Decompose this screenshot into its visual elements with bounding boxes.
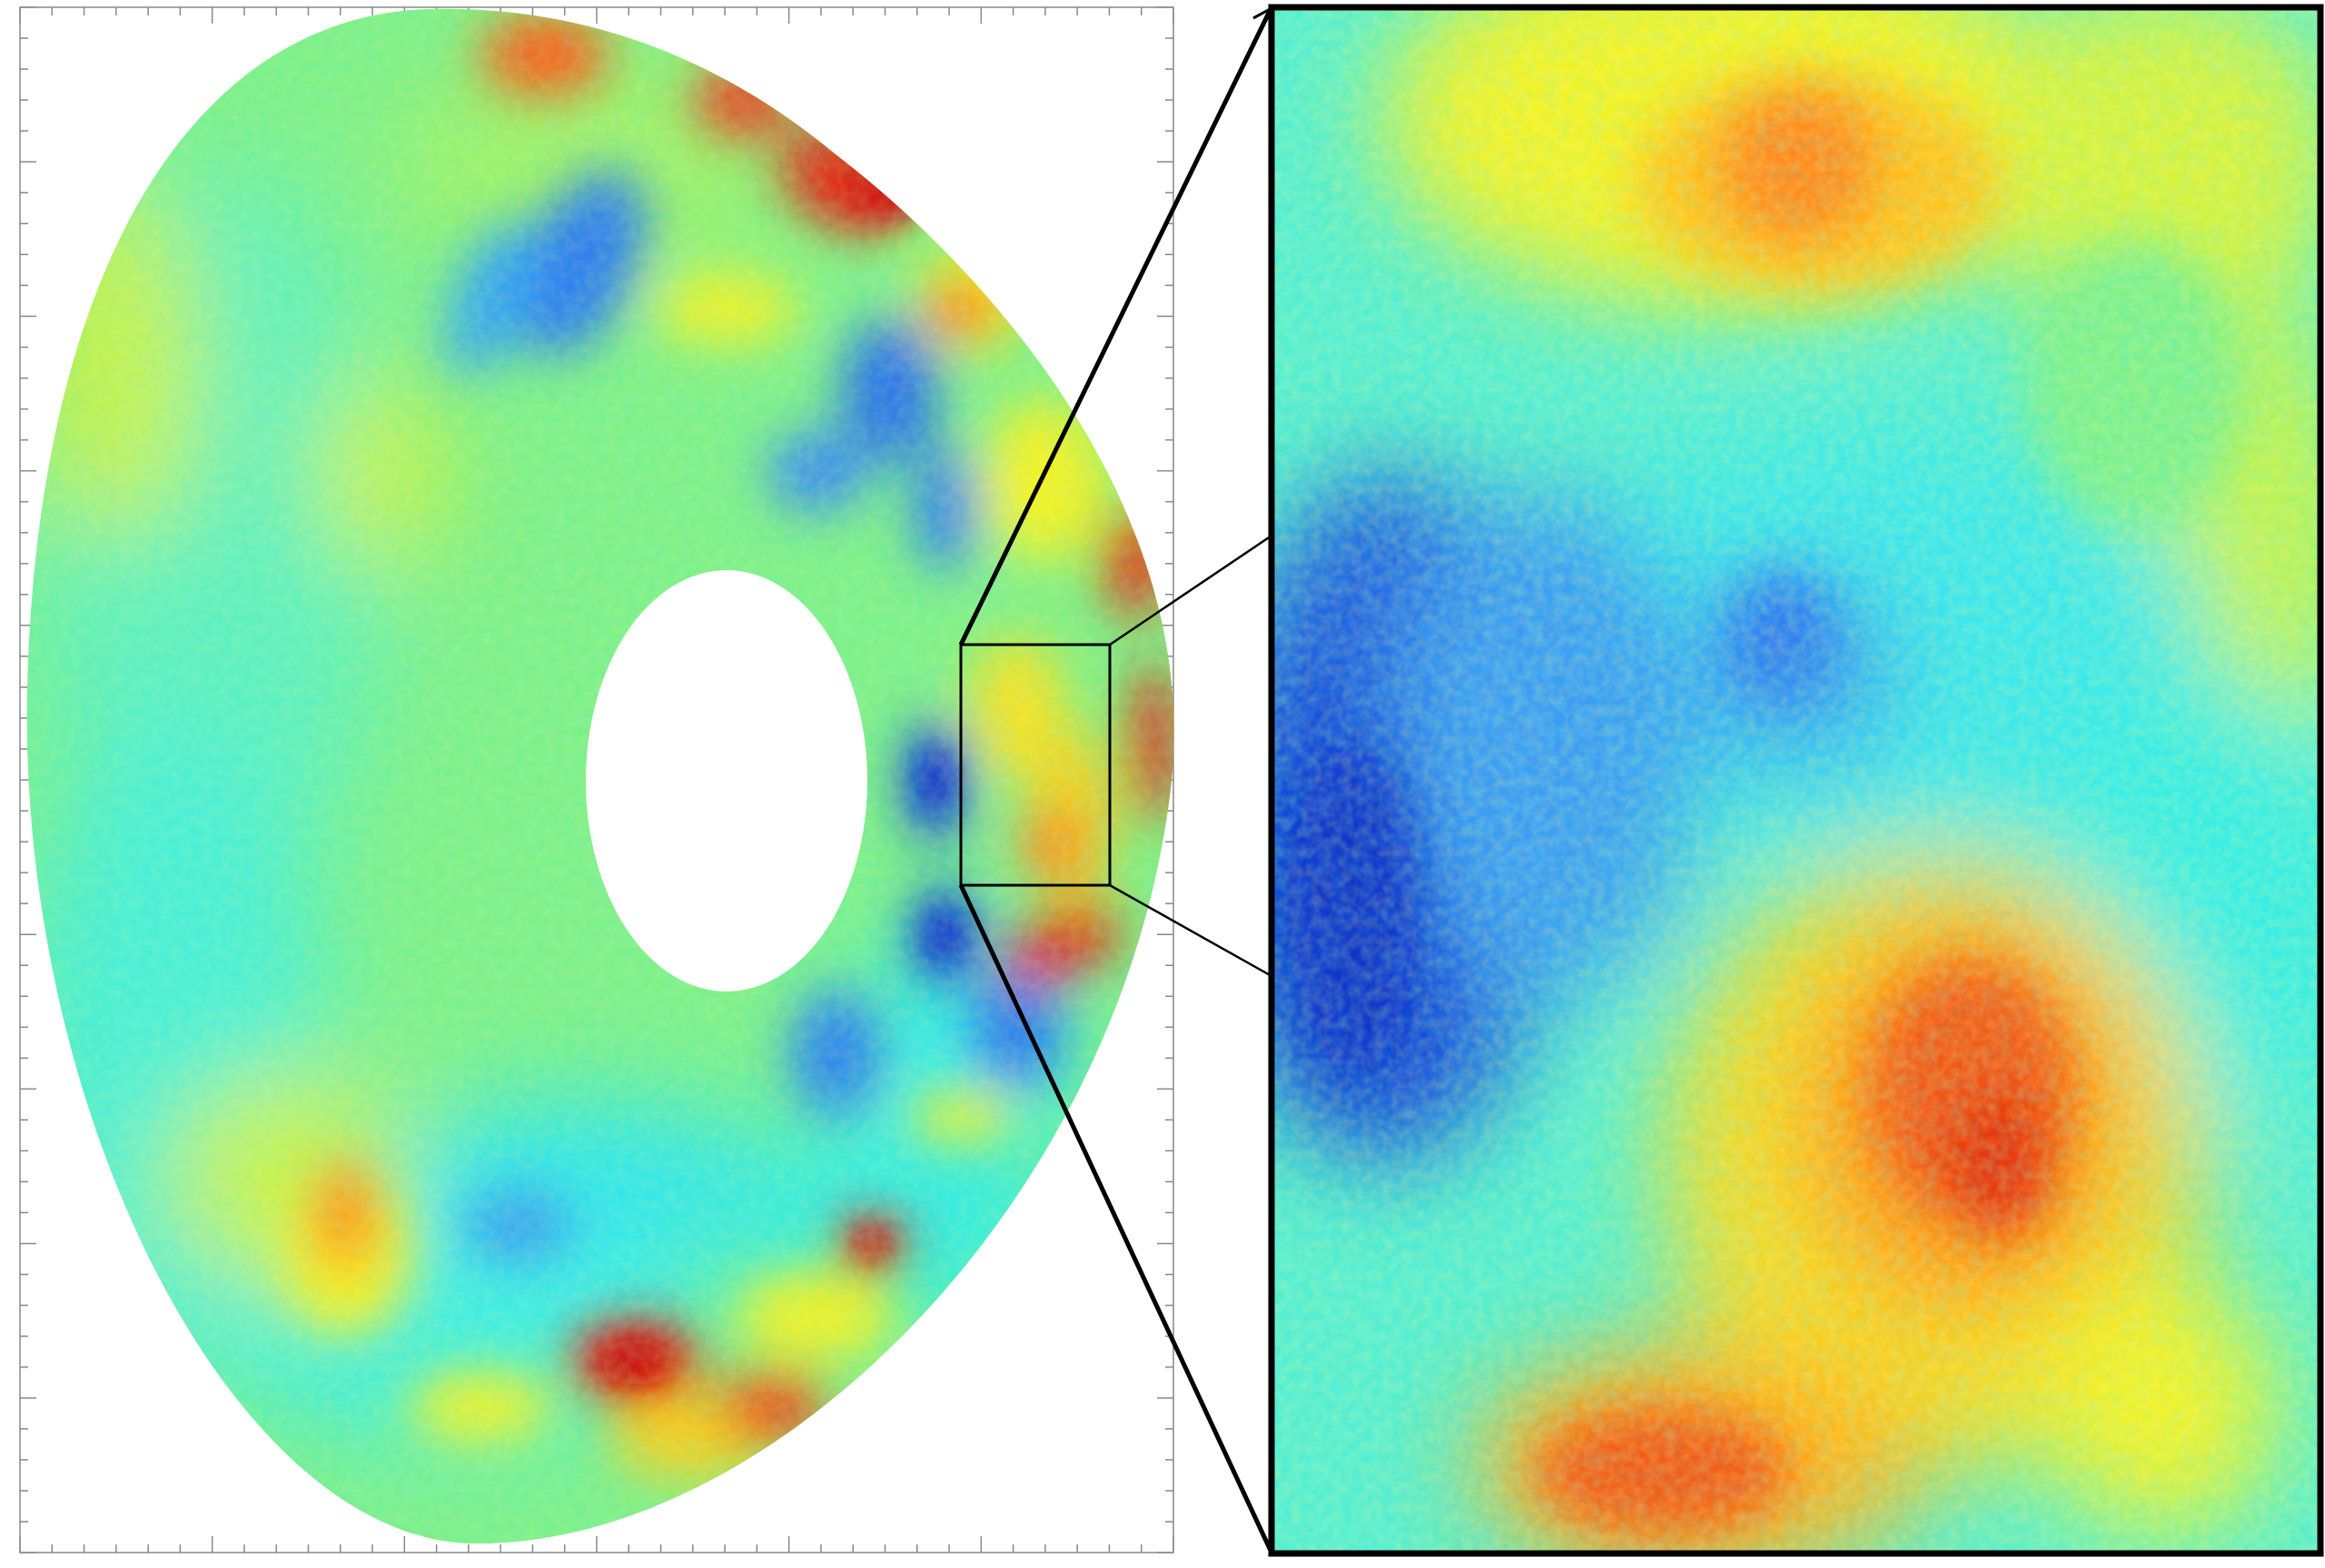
left-axes-frame [19, 6, 1174, 1553]
central-hole [586, 570, 867, 991]
zoom-region-box [959, 643, 1112, 887]
zoom-inset-border [1268, 4, 2324, 1557]
zoom-connectors [958, 5, 1275, 1554]
zoom-inset-panel [1271, 7, 2320, 1553]
